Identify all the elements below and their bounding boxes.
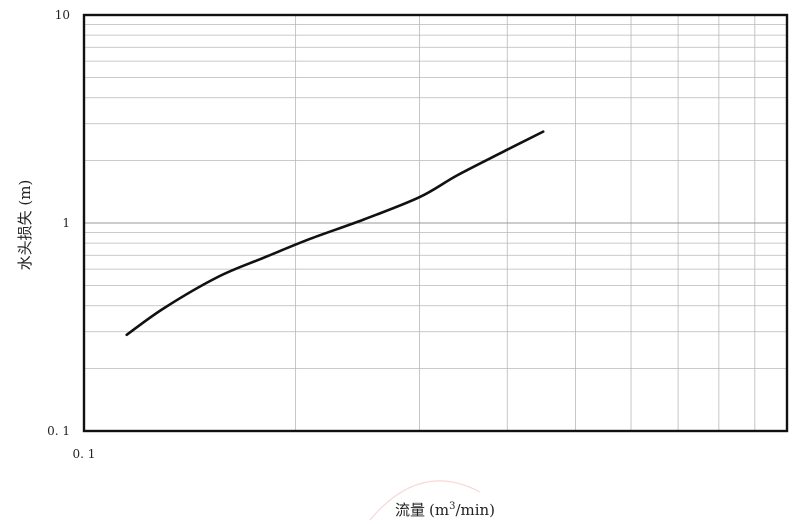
x-axis-title: 流量 (m3/min) <box>395 501 495 519</box>
grid-lines <box>84 15 787 431</box>
x-axis-title-unit-sup: 3 <box>449 501 455 512</box>
series-layer <box>125 130 545 337</box>
tick-labels: 10 1 0. 10. 1 <box>47 8 95 461</box>
y-axis-title: 水头损失 (m) <box>16 180 34 271</box>
x-axis-title-unit-prefix: (m <box>429 501 449 519</box>
stamp-mark <box>369 480 481 521</box>
y-tick-label: 10 <box>55 8 70 22</box>
series-line <box>125 130 545 337</box>
x-axis-title-name: 流量 <box>395 501 425 519</box>
plot-frame <box>82 13 789 433</box>
y-tick-label: 1 <box>62 216 70 230</box>
y-tick-label: 0. 1 <box>47 424 70 438</box>
x-axis-title-unit-suffix: /min) <box>455 501 495 519</box>
x-tick-label: 0. 1 <box>73 447 96 461</box>
